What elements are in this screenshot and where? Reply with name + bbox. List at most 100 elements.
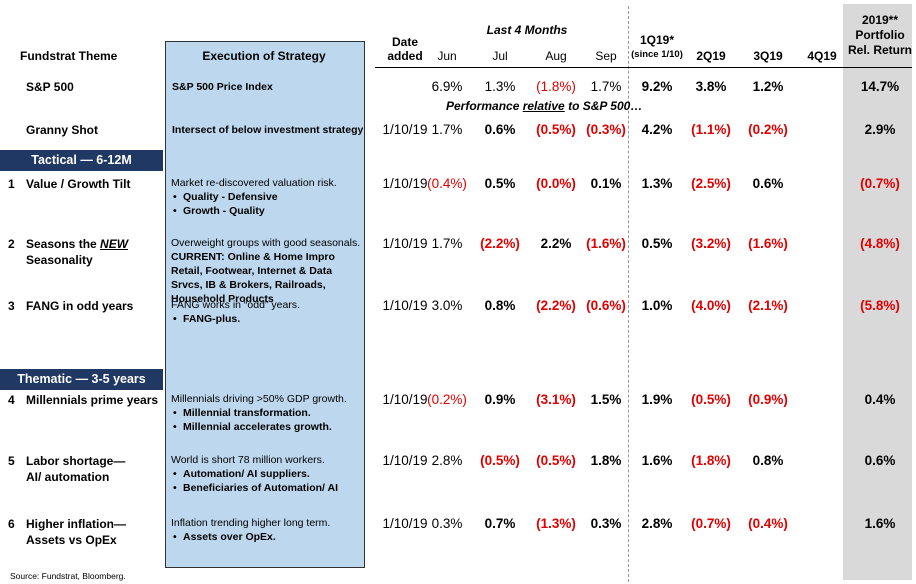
month-value: (2.2%) (536, 298, 576, 313)
row-theme: FANG in odd years (26, 299, 134, 313)
month-value: 0.3% (590, 516, 622, 531)
quarter-value: 0.5% (641, 236, 673, 251)
execution-bullet: Automation/ AI suppliers. (171, 467, 363, 481)
month-value: (0.4%) (427, 176, 467, 191)
row-theme: Assets vs OpEx (26, 533, 117, 547)
execution: World is short 78 million workers.Automa… (171, 453, 363, 495)
quarter-value: (0.9%) (748, 392, 788, 407)
month-value: 3.0% (431, 298, 463, 313)
date-added: 1/10/19 (382, 298, 428, 313)
execution: Overweight groups with good seasonals. CU… (171, 236, 363, 306)
row-number: 4 (8, 393, 15, 407)
execution: FANG works in “odd” years.FANG-plus. (171, 298, 363, 326)
month-value: 1.7% (590, 79, 622, 94)
month-value: 0.8% (484, 298, 516, 313)
execution: Market re-discovered valuation risk.Qual… (171, 176, 363, 218)
header-theme: Fundstrat Theme (20, 49, 118, 63)
granny-execution: Intersect of below investment strategy (172, 124, 364, 136)
theme-emphasis: NEW (100, 237, 129, 251)
benchmark-theme: S&P 500 (26, 80, 74, 94)
execution-bullet: Quality - Defensive (171, 190, 363, 204)
quarter-value: 4.2% (641, 122, 673, 137)
quarter-value: (2.1%) (748, 298, 788, 313)
header-month: Jul (492, 49, 508, 63)
month-value: (0.6%) (586, 298, 626, 313)
section-bar: Thematic — 3-5 years (0, 369, 163, 390)
portfolio-value: (4.8%) (860, 236, 900, 251)
month-value: 1.8% (590, 453, 622, 468)
quarter-value: 0.8% (752, 453, 784, 468)
header-date: Date added (387, 35, 423, 63)
execution: Millennials driving >50% GDP growth.Mill… (171, 392, 363, 434)
header-quarter: 2Q19 (696, 49, 726, 63)
quarter-value: (1.1%) (691, 122, 731, 137)
quarter-value: (4.0%) (691, 298, 731, 313)
execution-text: Overweight groups with good seasonals. (171, 237, 361, 249)
row-theme: Labor shortage— (26, 454, 126, 468)
month-value: 0.3% (431, 516, 463, 531)
row-number: 6 (8, 517, 15, 531)
quarter-value: (2.5%) (691, 176, 731, 191)
month-value: (0.5%) (536, 122, 576, 137)
quarter-value: 2.8% (641, 516, 673, 531)
execution-bullet: Assets over OpEx. (171, 530, 363, 544)
execution-detail: CURRENT: Online & Home Impro Retail, Foo… (171, 251, 335, 305)
execution-bullet: Growth - Quality (171, 204, 363, 218)
note-text: Performance (446, 99, 523, 113)
quarter-value: (3.2%) (691, 236, 731, 251)
quarter-value: 9.2% (641, 79, 673, 94)
source: Source: Fundstrat, Bloomberg. (10, 571, 126, 581)
month-value: (0.2%) (427, 392, 467, 407)
month-value: (0.3%) (586, 122, 626, 137)
month-value: (0.5%) (480, 453, 520, 468)
note-text: to S&P 500… (564, 99, 643, 113)
quarter-value: (1.6%) (748, 236, 788, 251)
date-added: 1/10/19 (382, 453, 428, 468)
header-month: Aug (545, 49, 567, 63)
month-value: 0.9% (484, 392, 516, 407)
relative-note: Performance relative to S&P 500… (446, 98, 642, 114)
month-value: 2.8% (431, 453, 463, 468)
header-portfolio: Rel. Return (847, 43, 912, 57)
header-q1-note: (since 1/10) (631, 49, 683, 60)
execution-bullet: Millennial accelerates growth. (171, 420, 363, 434)
execution-bullet: Millennial transformation. (171, 406, 363, 420)
header-month: Jun (437, 49, 457, 63)
quarter-value: (1.8%) (691, 453, 731, 468)
month-value: 1.5% (590, 392, 622, 407)
portfolio-value: 1.6% (864, 516, 896, 531)
month-value: 2.2% (540, 236, 572, 251)
execution-text: Inflation trending higher long term. (171, 517, 331, 529)
quarter-value: 3.8% (695, 79, 727, 94)
header-portfolio: Portfolio (855, 28, 905, 42)
divider (628, 6, 629, 582)
row-theme: Value / Growth Tilt (26, 177, 131, 191)
execution-text: Market re-discovered valuation risk. (171, 177, 337, 189)
date-added: 1/10/19 (382, 176, 428, 191)
row-number: 3 (8, 299, 15, 313)
date-added: 1/10/19 (382, 516, 428, 531)
date-added: 1/10/19 (382, 122, 428, 137)
month-value: (1.8%) (536, 79, 576, 94)
header-q1: 1Q19* (639, 33, 675, 47)
execution-text: World is short 78 million workers. (171, 454, 325, 466)
note-emphasis: relative (522, 99, 565, 113)
portfolio-value: 2.9% (864, 122, 896, 137)
section-bar: Tactical — 6-12M (0, 150, 163, 171)
row-number: 1 (8, 177, 15, 191)
month-value: 0.6% (484, 122, 516, 137)
month-value: (0.5%) (536, 453, 576, 468)
benchmark-execution: S&P 500 Price Index (172, 81, 273, 93)
row-number: 5 (8, 454, 15, 468)
theme-text: Seasons the (26, 237, 101, 251)
header-quarter: 3Q19 (753, 49, 783, 63)
row-theme: Seasons the NEW (26, 236, 128, 252)
row-theme: AI/ automation (26, 470, 110, 484)
date-added: 1/10/19 (382, 236, 428, 251)
month-value: (1.6%) (586, 236, 626, 251)
portfolio-value: 0.6% (864, 453, 896, 468)
month-value: 0.5% (484, 176, 516, 191)
month-value: 0.1% (590, 176, 622, 191)
quarter-value: (0.4%) (748, 516, 788, 531)
